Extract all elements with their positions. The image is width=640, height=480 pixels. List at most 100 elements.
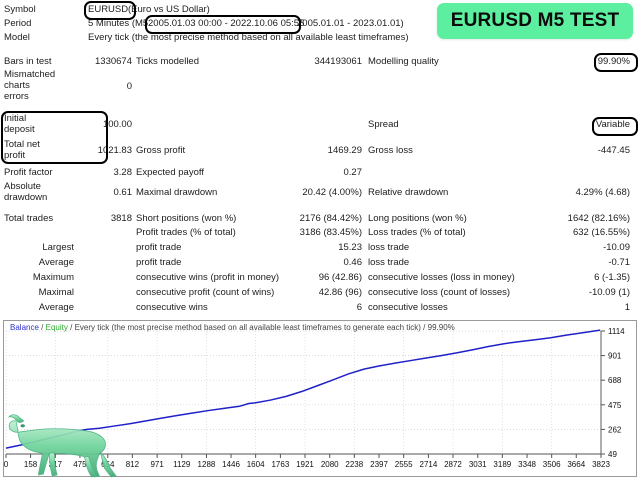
absolute-drawdown-label-line2: drawdown bbox=[4, 192, 48, 203]
x-axis-tick-label: 3031 bbox=[469, 460, 487, 469]
x-axis-tick-label: 1288 bbox=[198, 460, 216, 469]
avg-consecutive-wins-value: 6 bbox=[356, 302, 362, 313]
mismatched-label-line1: Mismatched bbox=[4, 69, 56, 80]
period-label: Period bbox=[4, 18, 32, 29]
avg-consecutive-losses-value: 1 bbox=[624, 302, 630, 313]
largest-profit-trade-value: 15.23 bbox=[338, 242, 362, 253]
ticks-modelled-value: 344193061 bbox=[314, 56, 362, 67]
x-axis-tick-label: 1921 bbox=[296, 460, 314, 469]
row-initial-deposit: Initial deposit 100.00 Spread Variable bbox=[0, 113, 640, 139]
x-axis-tick-label: 1763 bbox=[271, 460, 289, 469]
chart-line-balance bbox=[5, 329, 601, 449]
maximal-consecutive-loss-label: consecutive loss (count of losses) bbox=[368, 287, 511, 298]
test-title-badge: EURUSD M5 TEST bbox=[437, 3, 633, 39]
initial-deposit-label-line1: Initial bbox=[4, 113, 27, 124]
mismatched-label-line3: errors bbox=[4, 91, 29, 102]
maximal-consecutive-profit-label: consecutive profit (count of wins) bbox=[136, 287, 275, 298]
symbol-value: EURUSD bbox=[88, 4, 129, 15]
x-axis-tick-label: 971 bbox=[150, 460, 164, 469]
legend-balance-label: Balance bbox=[10, 323, 39, 332]
largest-label: Largest bbox=[42, 242, 74, 253]
max-consecutive-losses-label: consecutive losses (loss in money) bbox=[368, 272, 515, 283]
total-net-profit-label-line2: profit bbox=[4, 150, 26, 161]
relative-drawdown-value: 4.29% (4.68) bbox=[575, 187, 630, 198]
legend-equity-label: Equity bbox=[45, 323, 68, 332]
largest-loss-trade-value: -10.09 bbox=[603, 242, 630, 253]
equity-balance-chart: Balance / Equity / Every tick (the most … bbox=[3, 320, 637, 478]
modelling-quality-label: Modelling quality bbox=[368, 56, 439, 67]
x-axis-tick-label: 1446 bbox=[222, 460, 240, 469]
max-consecutive-wins-value: 96 (42.86) bbox=[318, 272, 362, 283]
y-axis-tick-label: 49 bbox=[608, 450, 617, 459]
x-axis-tick-label: 1604 bbox=[247, 460, 265, 469]
maximum-label: Maximum bbox=[32, 272, 74, 283]
period-range: 2005.01.03 00:00 - 2022.10.06 05:55 bbox=[148, 18, 305, 29]
x-axis-tick-label: 3189 bbox=[493, 460, 511, 469]
row-total-trades: Total trades 3818 Short positions (won %… bbox=[0, 212, 640, 225]
y-axis-tick-label: 475 bbox=[608, 401, 622, 410]
average2-label: Average bbox=[38, 302, 74, 313]
x-axis-tick-label: 2555 bbox=[395, 460, 413, 469]
x-axis-tick-label: 3823 bbox=[592, 460, 610, 469]
avg-consecutive-wins-label: consecutive wins bbox=[136, 302, 208, 313]
absolute-drawdown-value: 0.61 bbox=[113, 187, 133, 198]
y-axis-tick-label: 901 bbox=[608, 352, 622, 361]
long-positions-value: 1642 (82.16%) bbox=[567, 213, 630, 224]
period-prefix: 5 Minutes (M5 bbox=[88, 18, 149, 29]
model-value: Every tick (the most precise method base… bbox=[88, 32, 409, 43]
x-axis-tick-label: 2714 bbox=[420, 460, 438, 469]
row-average-consecutive: Average consecutive wins 6 consecutive l… bbox=[0, 301, 640, 314]
average-loss-trade-label: loss trade bbox=[368, 257, 410, 268]
chart-y-ticks: 1114 901 688 475 262 49 bbox=[601, 327, 625, 459]
absolute-drawdown-label-line1: Absolute bbox=[4, 181, 41, 192]
maximal-consecutive-loss-value: -10.09 (1) bbox=[588, 287, 630, 298]
avg-consecutive-losses-label: consecutive losses bbox=[368, 302, 448, 313]
modelling-quality-value: 99.90% bbox=[597, 56, 630, 67]
bars-in-test-label: Bars in test bbox=[4, 56, 52, 67]
legend-separator-2: / bbox=[70, 323, 73, 332]
row-model: Model Every tick (the most precise metho… bbox=[0, 31, 640, 44]
x-axis-tick-label: 3664 bbox=[567, 460, 585, 469]
maximal-drawdown-label: Maximal drawdown bbox=[136, 187, 218, 198]
long-positions-label: Long positions (won %) bbox=[368, 213, 467, 224]
row-average-trade: Average profit trade 0.46 loss trade -0.… bbox=[0, 256, 640, 269]
initial-deposit-value: 100.00 bbox=[102, 119, 132, 130]
x-axis-tick-label: 317 bbox=[49, 460, 63, 469]
total-trades-label: Total trades bbox=[4, 213, 54, 224]
initial-deposit-label-line2: deposit bbox=[4, 124, 35, 135]
average-label: Average bbox=[38, 257, 74, 268]
average-loss-trade-value: -0.71 bbox=[608, 257, 630, 268]
report-statistics-table: Symbol EURUSD (Euro vs US Dollar) Period… bbox=[0, 4, 640, 314]
mismatched-label-line2: charts bbox=[4, 80, 30, 91]
model-label: Model bbox=[4, 32, 30, 43]
x-axis-tick-label: 812 bbox=[126, 460, 140, 469]
gross-loss-value: -447.45 bbox=[597, 145, 630, 156]
loss-trades-label: Loss trades (% of total) bbox=[368, 227, 466, 238]
row-total-net-profit: Total net profit 1021.83 Gross profit 14… bbox=[0, 139, 640, 165]
x-axis-tick-label: 2238 bbox=[345, 460, 363, 469]
maximal-consecutive-profit-value: 42.86 (96) bbox=[318, 287, 362, 298]
largest-loss-trade-label: loss trade bbox=[368, 242, 410, 253]
period-suffix: 2005.01.01 - 2023.01.01) bbox=[297, 18, 404, 29]
row-bars-in-test: Bars in test 1330674 Ticks modelled 3441… bbox=[0, 55, 640, 68]
profit-factor-value: 3.28 bbox=[113, 167, 133, 178]
y-axis-tick-label: 262 bbox=[608, 425, 622, 434]
x-axis-tick-label: 3506 bbox=[543, 460, 561, 469]
row-largest-trade: Largest profit trade 15.23 loss trade -1… bbox=[0, 241, 640, 254]
row-profit-trades: Profit trades (% of total) 3186 (83.45%)… bbox=[0, 226, 640, 239]
average-profit-trade-value: 0.46 bbox=[343, 257, 363, 268]
row-maximal-consecutive: Maximal consecutive profit (count of win… bbox=[0, 286, 640, 299]
row-absolute-drawdown: Absolute drawdown 0.61 Maximal drawdown … bbox=[0, 181, 640, 207]
gross-loss-label: Gross loss bbox=[368, 145, 413, 156]
profit-factor-label: Profit factor bbox=[4, 167, 53, 178]
symbol-label: Symbol bbox=[4, 4, 36, 15]
green-panther-watermark-icon bbox=[7, 414, 117, 478]
x-axis-tick-label: 0 bbox=[4, 460, 9, 469]
chart-gridlines bbox=[5, 330, 602, 455]
x-axis-tick-label: 475 bbox=[73, 460, 87, 469]
test-title-badge-label: EURUSD M5 TEST bbox=[450, 10, 620, 31]
gross-profit-label: Gross profit bbox=[136, 145, 186, 156]
expected-payoff-value: 0.27 bbox=[343, 167, 363, 178]
